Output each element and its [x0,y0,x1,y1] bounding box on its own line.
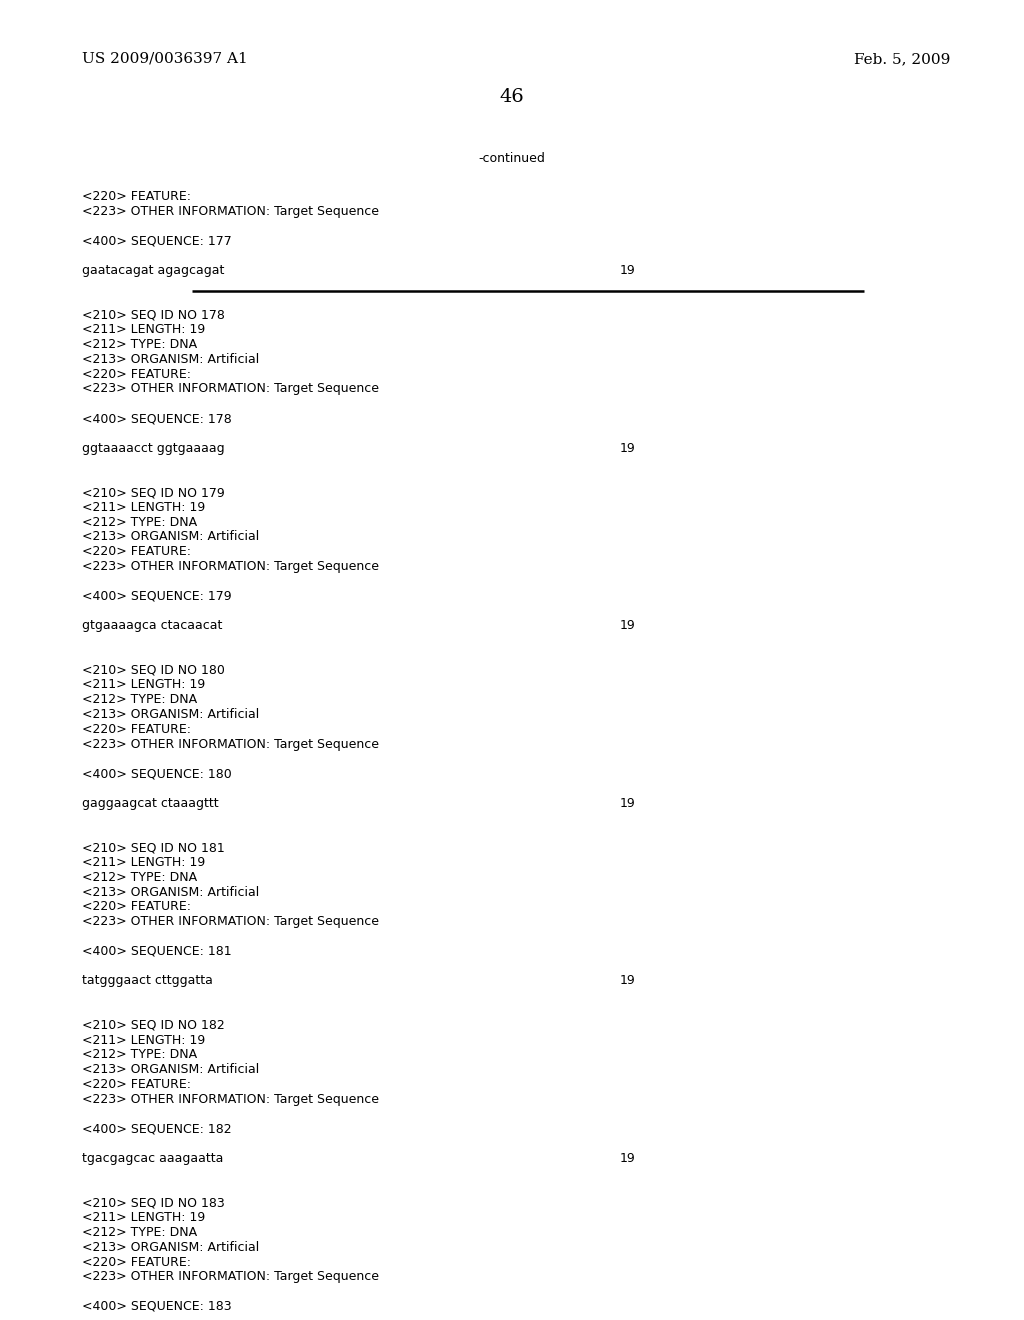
Text: 19: 19 [620,619,636,632]
Text: <213> ORGANISM: Artificial: <213> ORGANISM: Artificial [82,708,259,721]
Text: <210> SEQ ID NO 182: <210> SEQ ID NO 182 [82,1019,224,1032]
Text: <212> TYPE: DNA: <212> TYPE: DNA [82,338,198,351]
Text: <220> FEATURE:: <220> FEATURE: [82,1255,191,1269]
Text: <400> SEQUENCE: 182: <400> SEQUENCE: 182 [82,1122,231,1135]
Text: <400> SEQUENCE: 183: <400> SEQUENCE: 183 [82,1300,231,1313]
Text: <212> TYPE: DNA: <212> TYPE: DNA [82,1048,198,1061]
Text: <210> SEQ ID NO 181: <210> SEQ ID NO 181 [82,841,224,854]
Text: <220> FEATURE:: <220> FEATURE: [82,900,191,913]
Text: <211> LENGTH: 19: <211> LENGTH: 19 [82,1212,205,1224]
Text: <400> SEQUENCE: 177: <400> SEQUENCE: 177 [82,235,231,247]
Text: <220> FEATURE:: <220> FEATURE: [82,367,191,380]
Text: <400> SEQUENCE: 181: <400> SEQUENCE: 181 [82,945,231,958]
Text: <220> FEATURE:: <220> FEATURE: [82,545,191,558]
Text: gaatacagat agagcagat: gaatacagat agagcagat [82,264,224,277]
Text: <220> FEATURE:: <220> FEATURE: [82,190,191,203]
Text: <213> ORGANISM: Artificial: <213> ORGANISM: Artificial [82,886,259,899]
Text: <210> SEQ ID NO 183: <210> SEQ ID NO 183 [82,1196,224,1209]
Text: <213> ORGANISM: Artificial: <213> ORGANISM: Artificial [82,1241,259,1254]
Text: 19: 19 [620,442,636,454]
Text: 19: 19 [620,264,636,277]
Text: 46: 46 [500,88,524,106]
Text: <223> OTHER INFORMATION: Target Sequence: <223> OTHER INFORMATION: Target Sequence [82,1093,379,1106]
Text: gtgaaaagca ctacaacat: gtgaaaagca ctacaacat [82,619,222,632]
Text: <212> TYPE: DNA: <212> TYPE: DNA [82,871,198,884]
Text: -continued: -continued [478,152,546,165]
Text: <211> LENGTH: 19: <211> LENGTH: 19 [82,500,205,513]
Text: tgacgagcac aaagaatta: tgacgagcac aaagaatta [82,1152,223,1166]
Text: <400> SEQUENCE: 178: <400> SEQUENCE: 178 [82,412,231,425]
Text: <212> TYPE: DNA: <212> TYPE: DNA [82,1226,198,1239]
Text: <211> LENGTH: 19: <211> LENGTH: 19 [82,855,205,869]
Text: <211> LENGTH: 19: <211> LENGTH: 19 [82,1034,205,1047]
Text: <223> OTHER INFORMATION: Target Sequence: <223> OTHER INFORMATION: Target Sequence [82,560,379,573]
Text: <223> OTHER INFORMATION: Target Sequence: <223> OTHER INFORMATION: Target Sequence [82,205,379,218]
Text: <210> SEQ ID NO 179: <210> SEQ ID NO 179 [82,486,224,499]
Text: <213> ORGANISM: Artificial: <213> ORGANISM: Artificial [82,531,259,544]
Text: <400> SEQUENCE: 180: <400> SEQUENCE: 180 [82,767,231,780]
Text: Feb. 5, 2009: Feb. 5, 2009 [854,51,950,66]
Text: <223> OTHER INFORMATION: Target Sequence: <223> OTHER INFORMATION: Target Sequence [82,1270,379,1283]
Text: 19: 19 [620,797,636,809]
Text: US 2009/0036397 A1: US 2009/0036397 A1 [82,51,248,66]
Text: ggtaaaacct ggtgaaaag: ggtaaaacct ggtgaaaag [82,442,224,454]
Text: <400> SEQUENCE: 179: <400> SEQUENCE: 179 [82,590,231,603]
Text: <212> TYPE: DNA: <212> TYPE: DNA [82,516,198,528]
Text: <211> LENGTH: 19: <211> LENGTH: 19 [82,678,205,692]
Text: <220> FEATURE:: <220> FEATURE: [82,1078,191,1092]
Text: <223> OTHER INFORMATION: Target Sequence: <223> OTHER INFORMATION: Target Sequence [82,915,379,928]
Text: <213> ORGANISM: Artificial: <213> ORGANISM: Artificial [82,1063,259,1076]
Text: tatgggaact cttggatta: tatgggaact cttggatta [82,974,213,987]
Text: <210> SEQ ID NO 180: <210> SEQ ID NO 180 [82,664,225,677]
Text: <213> ORGANISM: Artificial: <213> ORGANISM: Artificial [82,352,259,366]
Text: 19: 19 [620,1152,636,1166]
Text: <220> FEATURE:: <220> FEATURE: [82,723,191,735]
Text: <223> OTHER INFORMATION: Target Sequence: <223> OTHER INFORMATION: Target Sequence [82,738,379,751]
Text: <210> SEQ ID NO 178: <210> SEQ ID NO 178 [82,309,225,321]
Text: 19: 19 [620,974,636,987]
Text: gaggaagcat ctaaagttt: gaggaagcat ctaaagttt [82,797,219,809]
Text: <223> OTHER INFORMATION: Target Sequence: <223> OTHER INFORMATION: Target Sequence [82,383,379,396]
Text: <211> LENGTH: 19: <211> LENGTH: 19 [82,323,205,337]
Text: <212> TYPE: DNA: <212> TYPE: DNA [82,693,198,706]
